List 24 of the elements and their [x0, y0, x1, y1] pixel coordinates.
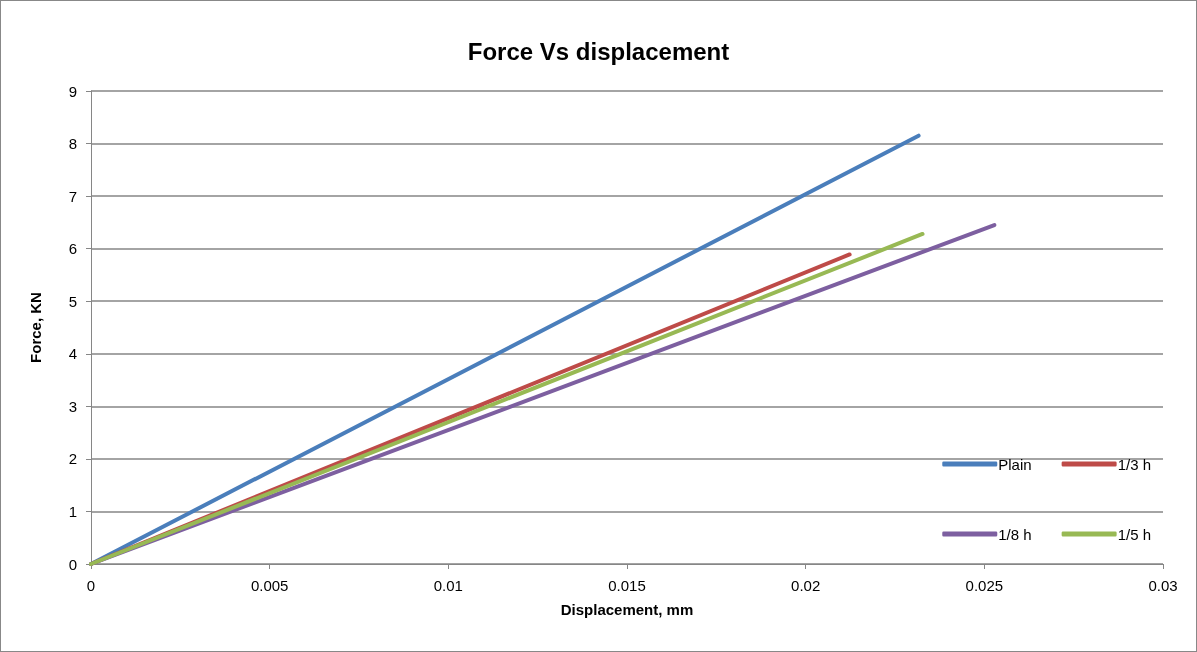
chart-title: Force Vs displacement — [467, 37, 730, 65]
legend-label: 1/5 h — [1117, 525, 1152, 543]
y-tick-label: 0 — [68, 555, 77, 573]
x-axis-title: Displacement, mm — [560, 601, 694, 618]
y-axis-title: Force, KN — [27, 292, 44, 363]
legend-label: 1/3 h — [1117, 455, 1152, 473]
x-tick-label: 0.03 — [1148, 577, 1178, 594]
y-tick-label: 8 — [68, 135, 77, 153]
x-tick-label: 0.015 — [608, 577, 646, 594]
x-tick-label: 0.005 — [250, 577, 289, 594]
y-tick-label: 5 — [68, 292, 77, 310]
y-tick-label: 7 — [68, 187, 77, 205]
y-tick-label: 3 — [68, 397, 77, 415]
x-tick-label: 0 — [86, 577, 96, 594]
x-tick-label: 0.01 — [433, 577, 463, 594]
y-tick-label: 6 — [68, 240, 77, 258]
legend-label: Plain — [998, 455, 1032, 473]
legend-label: 1/8 h — [998, 525, 1032, 543]
x-tick-label: 0.025 — [965, 577, 1004, 594]
y-tick-label: 1 — [68, 502, 77, 520]
y-tick-label: 9 — [68, 82, 77, 100]
y-tick-label: 4 — [68, 345, 77, 363]
y-tick-label: 2 — [68, 450, 77, 468]
x-tick-label: 0.02 — [791, 577, 821, 594]
